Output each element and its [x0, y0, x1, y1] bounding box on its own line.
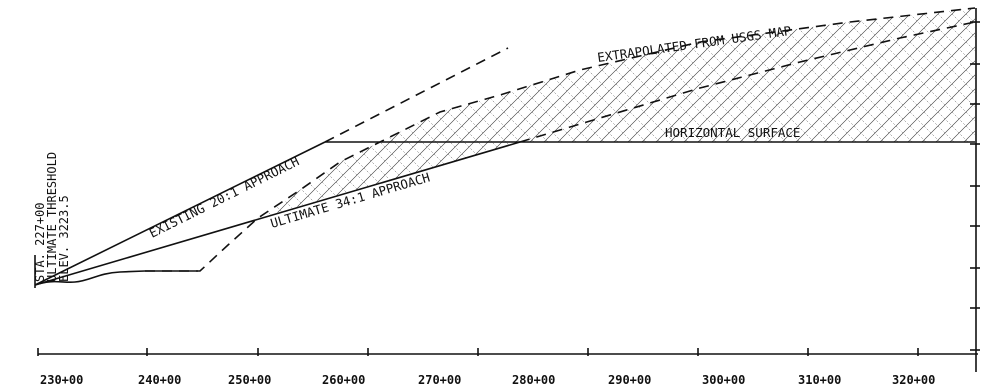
station-tick-label: 230+00	[40, 373, 83, 387]
station-tick-labels: 230+00 240+00 250+00 260+00 270+00 280+0…	[40, 373, 935, 387]
horizontal-surface-label: HORIZONTAL SURFACE	[665, 125, 800, 140]
station-tick-label: 280+00	[512, 373, 555, 387]
station-tick-label: 270+00	[418, 373, 461, 387]
station-tick-label: 240+00	[138, 373, 181, 387]
ground-profile-dashed	[145, 7, 976, 272]
threshold-label: ULTIMATE THRESHOLD	[45, 152, 59, 282]
station-tick-label: 250+00	[228, 373, 271, 387]
ultimate-approach-line	[34, 141, 521, 286]
elevation-label: ELEV. 3223.5	[57, 195, 71, 282]
station-tick-label: 300+00	[702, 373, 745, 387]
existing-approach-line	[34, 141, 326, 286]
station-tick-label: 310+00	[798, 373, 841, 387]
ground-profile-line	[34, 270, 198, 286]
station-tick-label: 320+00	[892, 373, 935, 387]
lower-terrain-dashed	[519, 21, 976, 143]
obstruction-hatch-area	[258, 8, 975, 218]
station-tick-marks	[37, 348, 919, 356]
existing-approach-extension	[324, 47, 509, 143]
station-tick-label: 290+00	[608, 373, 651, 387]
station-label: STA. 227+00	[33, 203, 47, 282]
station-tick-label: 260+00	[322, 373, 365, 387]
